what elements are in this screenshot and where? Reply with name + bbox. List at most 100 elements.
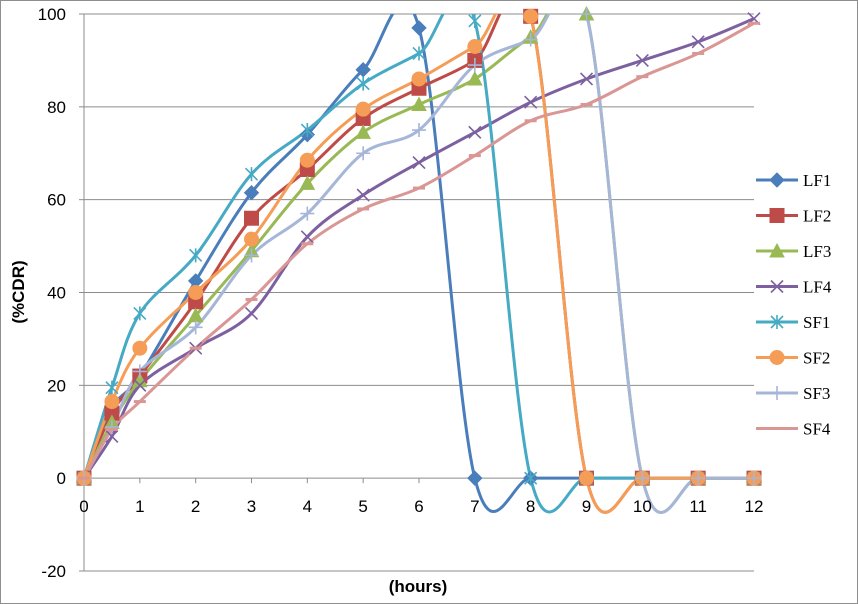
- data-point-sf2: [579, 470, 594, 486]
- x-tick-label: 9: [582, 497, 591, 516]
- data-point-lf3: [466, 70, 483, 86]
- data-point-sf3: [412, 123, 426, 138]
- x-tick-label: 3: [247, 497, 256, 516]
- data-point-sf1: [468, 13, 482, 28]
- y-tick-label: 40: [47, 284, 66, 303]
- data-point-sf3: [356, 146, 371, 161]
- legend-item-lf2: LF2: [756, 207, 831, 226]
- legend-item-sf2: SF2: [756, 349, 830, 368]
- legend-item-lf4: LF4: [756, 278, 832, 297]
- legend-label: SF1: [803, 313, 830, 332]
- legend-marker: [769, 350, 785, 365]
- data-point-sf1: [524, 471, 538, 486]
- data-point-sf3: [579, 7, 594, 21]
- data-point-sf3: [300, 206, 315, 221]
- data-point-lf4: [105, 429, 119, 443]
- data-point-sf3: [523, 32, 538, 47]
- legend-item-lf1: LF1: [756, 171, 831, 190]
- legend-item-sf3: SF3: [756, 384, 830, 403]
- x-tick-label: 1: [135, 497, 144, 516]
- data-point-lf1: [467, 470, 483, 486]
- data-point-sf2: [299, 152, 315, 168]
- data-point-sf1: [189, 248, 203, 263]
- data-point-sf2: [467, 38, 483, 54]
- data-point-sf2: [355, 101, 371, 117]
- series-line-sf4: [84, 21, 754, 479]
- data-point-sf3: [132, 364, 147, 379]
- data-point-lf3: [411, 96, 427, 112]
- legend-item-sf4: SF4: [756, 420, 831, 439]
- data-point-sf2: [132, 340, 148, 356]
- data-point-sf2: [188, 285, 204, 300]
- data-point-lf2: [244, 210, 259, 226]
- data-point-sf1: [244, 167, 259, 182]
- data-point-lf1: [411, 20, 427, 36]
- legend-marker: [770, 279, 784, 294]
- data-point-sf3: [104, 420, 119, 435]
- data-point-sf1: [133, 306, 147, 321]
- legend-marker: [769, 242, 785, 258]
- data-point-sf3: [244, 248, 259, 263]
- y-tick-label: -20: [41, 562, 66, 581]
- data-point-sf3: [635, 471, 650, 486]
- data-point-lf4: [244, 306, 259, 320]
- legend-marker: [770, 315, 784, 329]
- data-point-sf2: [411, 71, 427, 87]
- x-axis-title: (hours): [389, 577, 448, 596]
- y-tick-label: 80: [47, 98, 66, 117]
- legend-marker: [770, 386, 784, 400]
- legend: LF1 LF2 LF3 LF4 SF1 SF2 SF3 SF4: [756, 171, 832, 439]
- data-point-lf4: [635, 53, 649, 67]
- data-point-sf3: [467, 58, 482, 73]
- x-tick-label: 6: [414, 497, 423, 516]
- data-point-sf3: [691, 471, 706, 486]
- data-point-sf3: [747, 471, 761, 486]
- data-point-lf3: [299, 175, 316, 190]
- data-point-lf1: [243, 184, 260, 201]
- data-point-sf2: [523, 8, 539, 24]
- x-tick-label: 5: [358, 497, 367, 516]
- data-point-lf4: [579, 72, 594, 86]
- legend-item-lf3: LF3: [756, 242, 831, 261]
- x-tick-label: 0: [79, 497, 88, 516]
- data-point-sf1: [105, 380, 119, 395]
- legend-label: LF3: [803, 242, 831, 261]
- legend-label: SF2: [803, 349, 830, 368]
- y-tick-label: 0: [57, 469, 66, 488]
- x-tick-label: 8: [526, 497, 535, 516]
- legend-label: LF2: [803, 207, 831, 226]
- legend-marker: [769, 172, 785, 188]
- legend-marker: [769, 208, 785, 223]
- data-point-lf3: [131, 372, 148, 388]
- series-line-sf1: [84, 14, 754, 514]
- data-point-lf4: [524, 95, 538, 109]
- data-point-sf2: [244, 231, 259, 247]
- data-point-lf4: [468, 125, 482, 139]
- legend-label: LF1: [803, 171, 831, 190]
- y-tick-label: 60: [47, 191, 66, 210]
- data-point-lf4: [356, 188, 370, 202]
- series-line-lf4: [84, 17, 754, 480]
- data-point-lf4: [133, 378, 147, 392]
- series-line-sf2: [84, 14, 754, 514]
- data-point-sf2: [104, 394, 120, 410]
- legend-label: SF3: [803, 384, 830, 403]
- x-tick-label: 4: [303, 497, 312, 516]
- data-point-sf1: [356, 76, 370, 91]
- data-point-lf3: [355, 124, 372, 139]
- data-point-lf4: [300, 230, 314, 244]
- x-tick-label: 12: [745, 497, 764, 516]
- data-point-sf1: [300, 123, 314, 138]
- legend-label: SF4: [803, 420, 831, 439]
- legend-label: LF4: [803, 278, 832, 297]
- data-point-sf1: [412, 46, 426, 61]
- y-axis-title: (%CDR): [9, 260, 28, 323]
- data-point-sf3: [188, 320, 203, 335]
- data-point-lf4: [412, 155, 426, 170]
- x-tick-label: 10: [633, 497, 652, 516]
- x-tick-label: 11: [689, 497, 707, 516]
- legend-item-sf1: SF1: [756, 313, 830, 332]
- x-tick-label: 7: [470, 497, 479, 516]
